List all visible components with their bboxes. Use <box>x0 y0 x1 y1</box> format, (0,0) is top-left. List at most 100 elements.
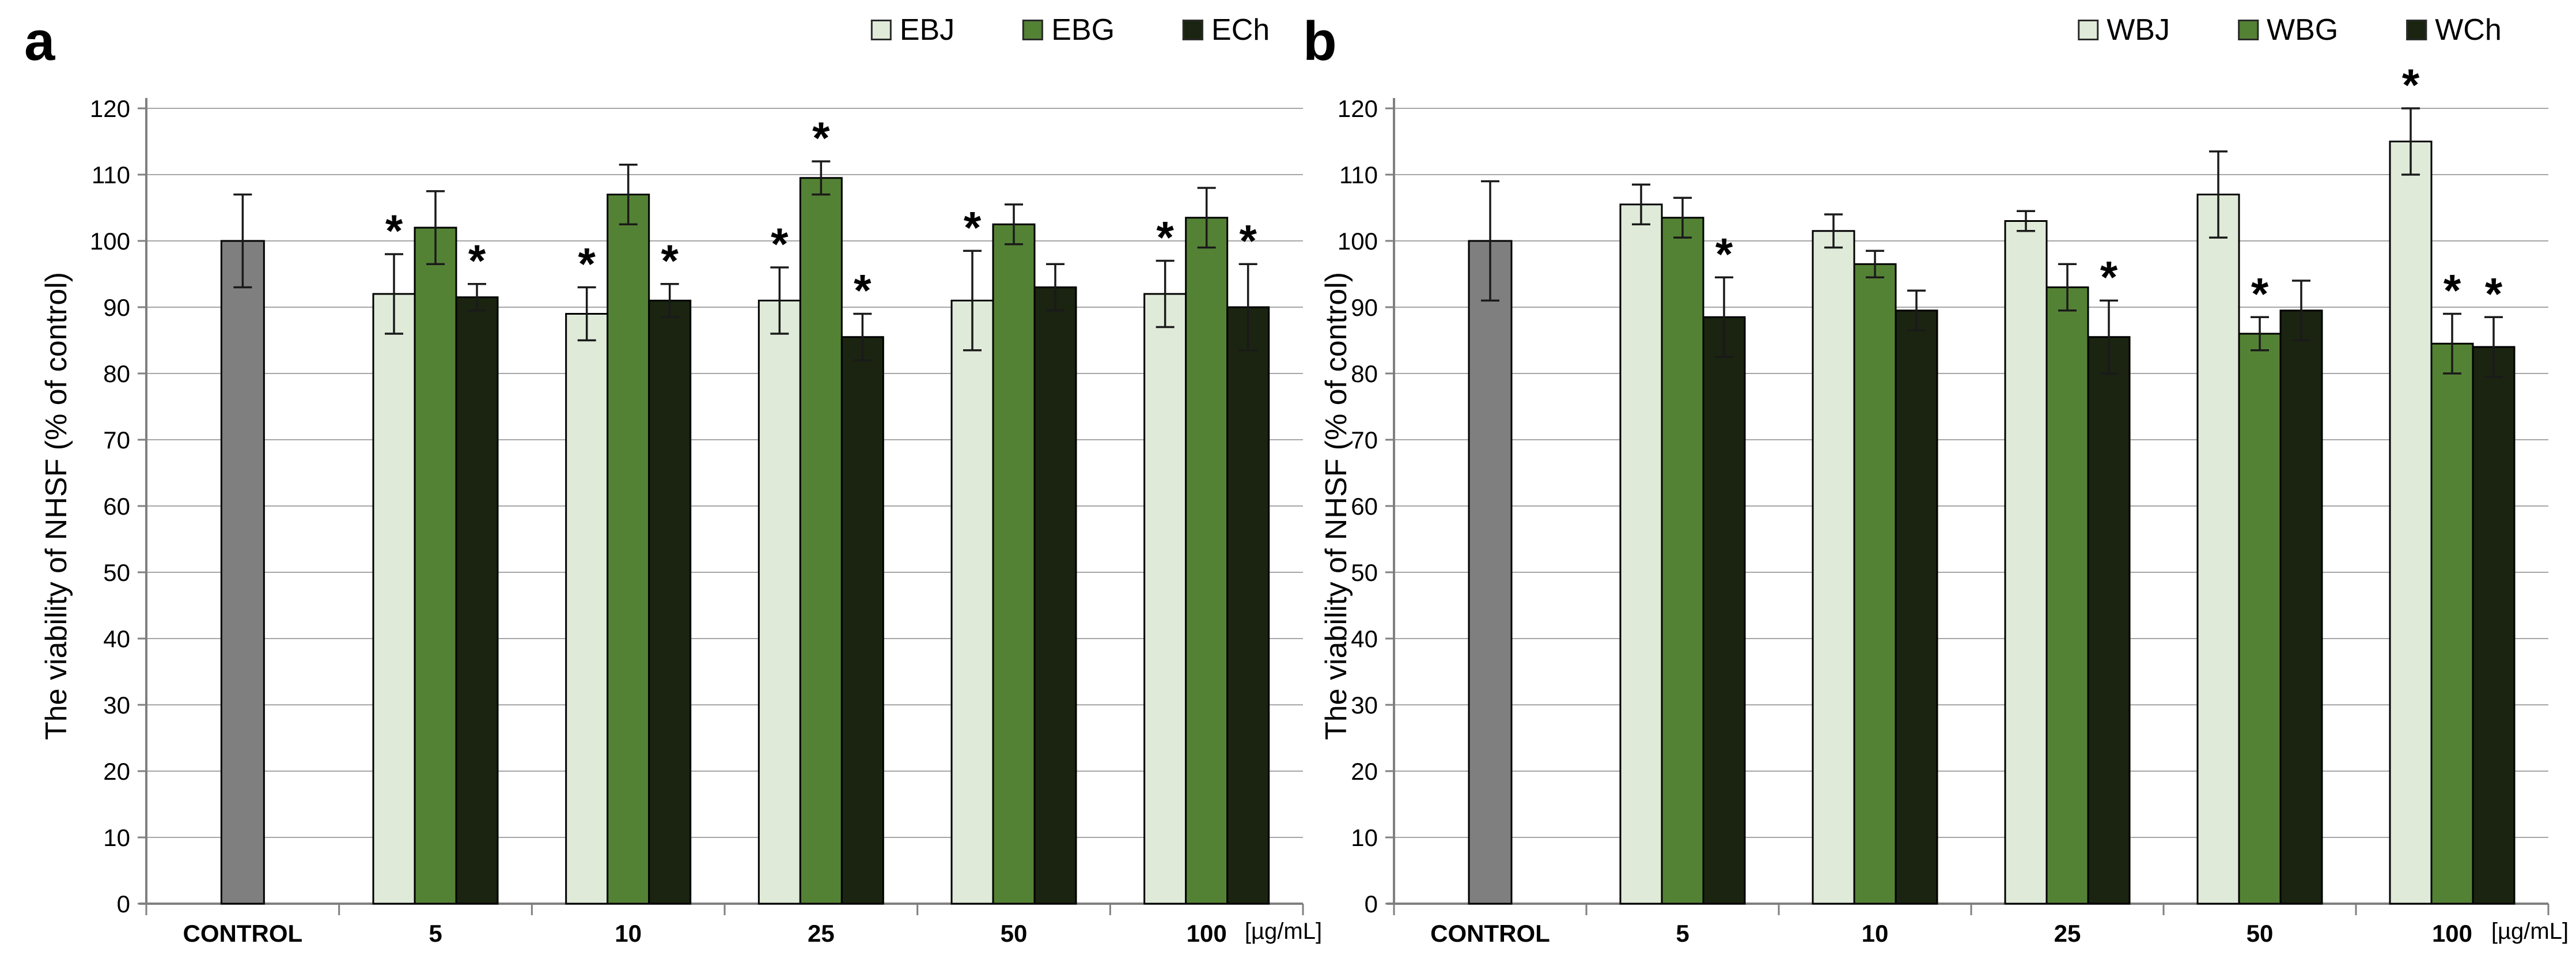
bar-a-EBJ-10 <box>565 313 609 905</box>
legend-item-EBG: EBG <box>1022 13 1115 47</box>
significance-marker-b-WBG-50: * <box>2251 268 2269 319</box>
legend-swatch-EBG <box>1022 20 1044 40</box>
significance-marker-b-WCh-5: * <box>1715 228 1733 279</box>
bar-b-WBJ-10 <box>1812 230 1855 905</box>
legend-swatch-WCh <box>2406 20 2427 40</box>
legend-a: EBJ EBG ECh <box>870 13 1270 47</box>
significance-marker-a-EBJ-100: * <box>1156 212 1174 263</box>
y-tick-label-a-30: 30 <box>103 692 130 719</box>
y-axis-title-b: The viability of NHSF (% of control) <box>1320 271 1353 741</box>
bar-a-EBJ-25 <box>757 300 801 905</box>
y-tick-label-a-20: 20 <box>103 758 130 785</box>
x-label-a-5: 5 <box>429 920 442 947</box>
bar-b-WCh-25 <box>2087 336 2131 905</box>
y-tick-label-a-60: 60 <box>103 493 130 520</box>
bar-a-EBJ-5 <box>372 293 416 905</box>
bar-b-WCh-10 <box>1895 309 1938 905</box>
bar-b-WBG-10 <box>1853 263 1897 905</box>
legend-label-EBG: EBG <box>1051 13 1115 47</box>
y-tick-label-b-40: 40 <box>1351 625 1378 652</box>
bar-a-EBG-25 <box>799 177 843 905</box>
y-tick-label-a-10: 10 <box>103 824 130 851</box>
x-label-b-10: 10 <box>1862 920 1889 947</box>
significance-marker-a-EBJ-50: * <box>964 202 982 252</box>
y-tick-label-a-50: 50 <box>103 559 130 586</box>
y-tick-label-a-0: 0 <box>117 890 130 918</box>
bar-a-EBG-50 <box>992 223 1036 905</box>
significance-marker-a-EBJ-10: * <box>578 239 596 289</box>
y-tick-label-b-110: 110 <box>1339 161 1378 188</box>
x-label-a-50: 50 <box>1001 920 1028 947</box>
x-label-b-100: 100 <box>2432 920 2472 947</box>
y-tick-label-b-80: 80 <box>1351 360 1378 387</box>
y-tick-label-a-110: 110 <box>92 161 130 188</box>
y-tick-label-a-40: 40 <box>103 625 130 652</box>
x-unit-label-b: [µg/mL] <box>2491 919 2569 944</box>
y-tick-label-b-120: 120 <box>1338 95 1378 122</box>
significance-marker-b-WBJ-100: * <box>2402 59 2420 110</box>
significance-marker-a-ECh-5: * <box>468 235 486 286</box>
legend-swatch-WBJ <box>2078 20 2099 40</box>
significance-marker-b-WCh-100: * <box>2485 268 2503 319</box>
significance-marker-a-ECh-10: * <box>661 235 679 286</box>
bar-a-ECh-100 <box>1226 306 1270 905</box>
bar-b-WBG-50 <box>2238 333 2282 905</box>
legend-item-WBJ: WBJ <box>2078 13 2170 47</box>
x-label-a-CONTROL: CONTROL <box>183 920 303 947</box>
y-tick-label-b-0: 0 <box>1365 890 1378 918</box>
significance-marker-a-ECh-25: * <box>854 265 872 316</box>
legend-item-ECh: ECh <box>1183 13 1270 47</box>
legend-item-WBG: WBG <box>2237 13 2339 47</box>
y-tick-label-a-90: 90 <box>103 294 130 321</box>
bar-a-ECh-5 <box>455 296 499 905</box>
legend-label-EBJ: EBJ <box>899 13 955 47</box>
y-tick-label-a-70: 70 <box>103 426 130 454</box>
legend-item-WCh: WCh <box>2406 13 2502 47</box>
significance-marker-a-EBG-25: * <box>812 112 830 163</box>
bar-a-EBG-100 <box>1185 217 1229 905</box>
bar-a-ECh-50 <box>1033 286 1077 905</box>
bar-a-ECh-10 <box>648 300 692 905</box>
significance-marker-b-WBG-100: * <box>2444 265 2461 316</box>
y-tick-label-b-50: 50 <box>1351 559 1378 586</box>
x-label-a-10: 10 <box>615 920 642 947</box>
bar-b-WCh-100 <box>2472 346 2516 905</box>
bar-b-WBG-5 <box>1661 217 1704 905</box>
legend-swatch-ECh <box>1183 20 1204 40</box>
x-unit-label-a: [µg/mL] <box>1244 919 1323 944</box>
bar-b-WBJ-100 <box>2389 141 2433 905</box>
bar-b-control <box>1468 240 1513 905</box>
y-tick-label-b-30: 30 <box>1351 692 1378 719</box>
legend-swatch-EBJ <box>870 20 892 40</box>
legend-label-WBG: WBG <box>2266 13 2339 47</box>
bar-b-WCh-5 <box>1702 316 1746 905</box>
x-label-b-25: 25 <box>2054 920 2081 947</box>
y-axis-title-a: The viability of NHSF (% of control) <box>40 271 73 741</box>
legend-label-ECh: ECh <box>1211 13 1270 47</box>
panel-b-label: b <box>1303 10 1337 72</box>
y-tick-label-b-10: 10 <box>1351 824 1378 851</box>
significance-marker-a-ECh-100: * <box>1239 215 1257 266</box>
significance-marker-b-WCh-25: * <box>2100 252 2118 303</box>
bar-b-WBG-100 <box>2430 342 2474 905</box>
y-tick-label-b-60: 60 <box>1351 493 1378 520</box>
legend-b: WBJ WBG WCh <box>2078 13 2502 47</box>
bar-b-WBJ-25 <box>2004 220 2048 905</box>
legend-label-WCh: WCh <box>2435 13 2502 47</box>
y-tick-label-b-20: 20 <box>1351 758 1378 785</box>
bar-a-EBG-5 <box>414 226 457 905</box>
x-label-a-100: 100 <box>1187 920 1227 947</box>
bar-b-WBJ-5 <box>1619 203 1663 905</box>
legend-swatch-WBG <box>2237 20 2259 40</box>
legend-item-EBJ: EBJ <box>870 13 955 47</box>
y-tick-label-b-70: 70 <box>1351 426 1378 454</box>
x-label-b-CONTROL: CONTROL <box>1430 920 1550 947</box>
y-tick-label-a-100: 100 <box>90 228 130 255</box>
bar-a-EBJ-100 <box>1143 293 1187 905</box>
bar-a-EBG-10 <box>607 194 650 905</box>
bar-a-EBJ-50 <box>950 300 994 905</box>
y-tick-label-b-100: 100 <box>1338 228 1378 255</box>
x-label-a-25: 25 <box>808 920 835 947</box>
